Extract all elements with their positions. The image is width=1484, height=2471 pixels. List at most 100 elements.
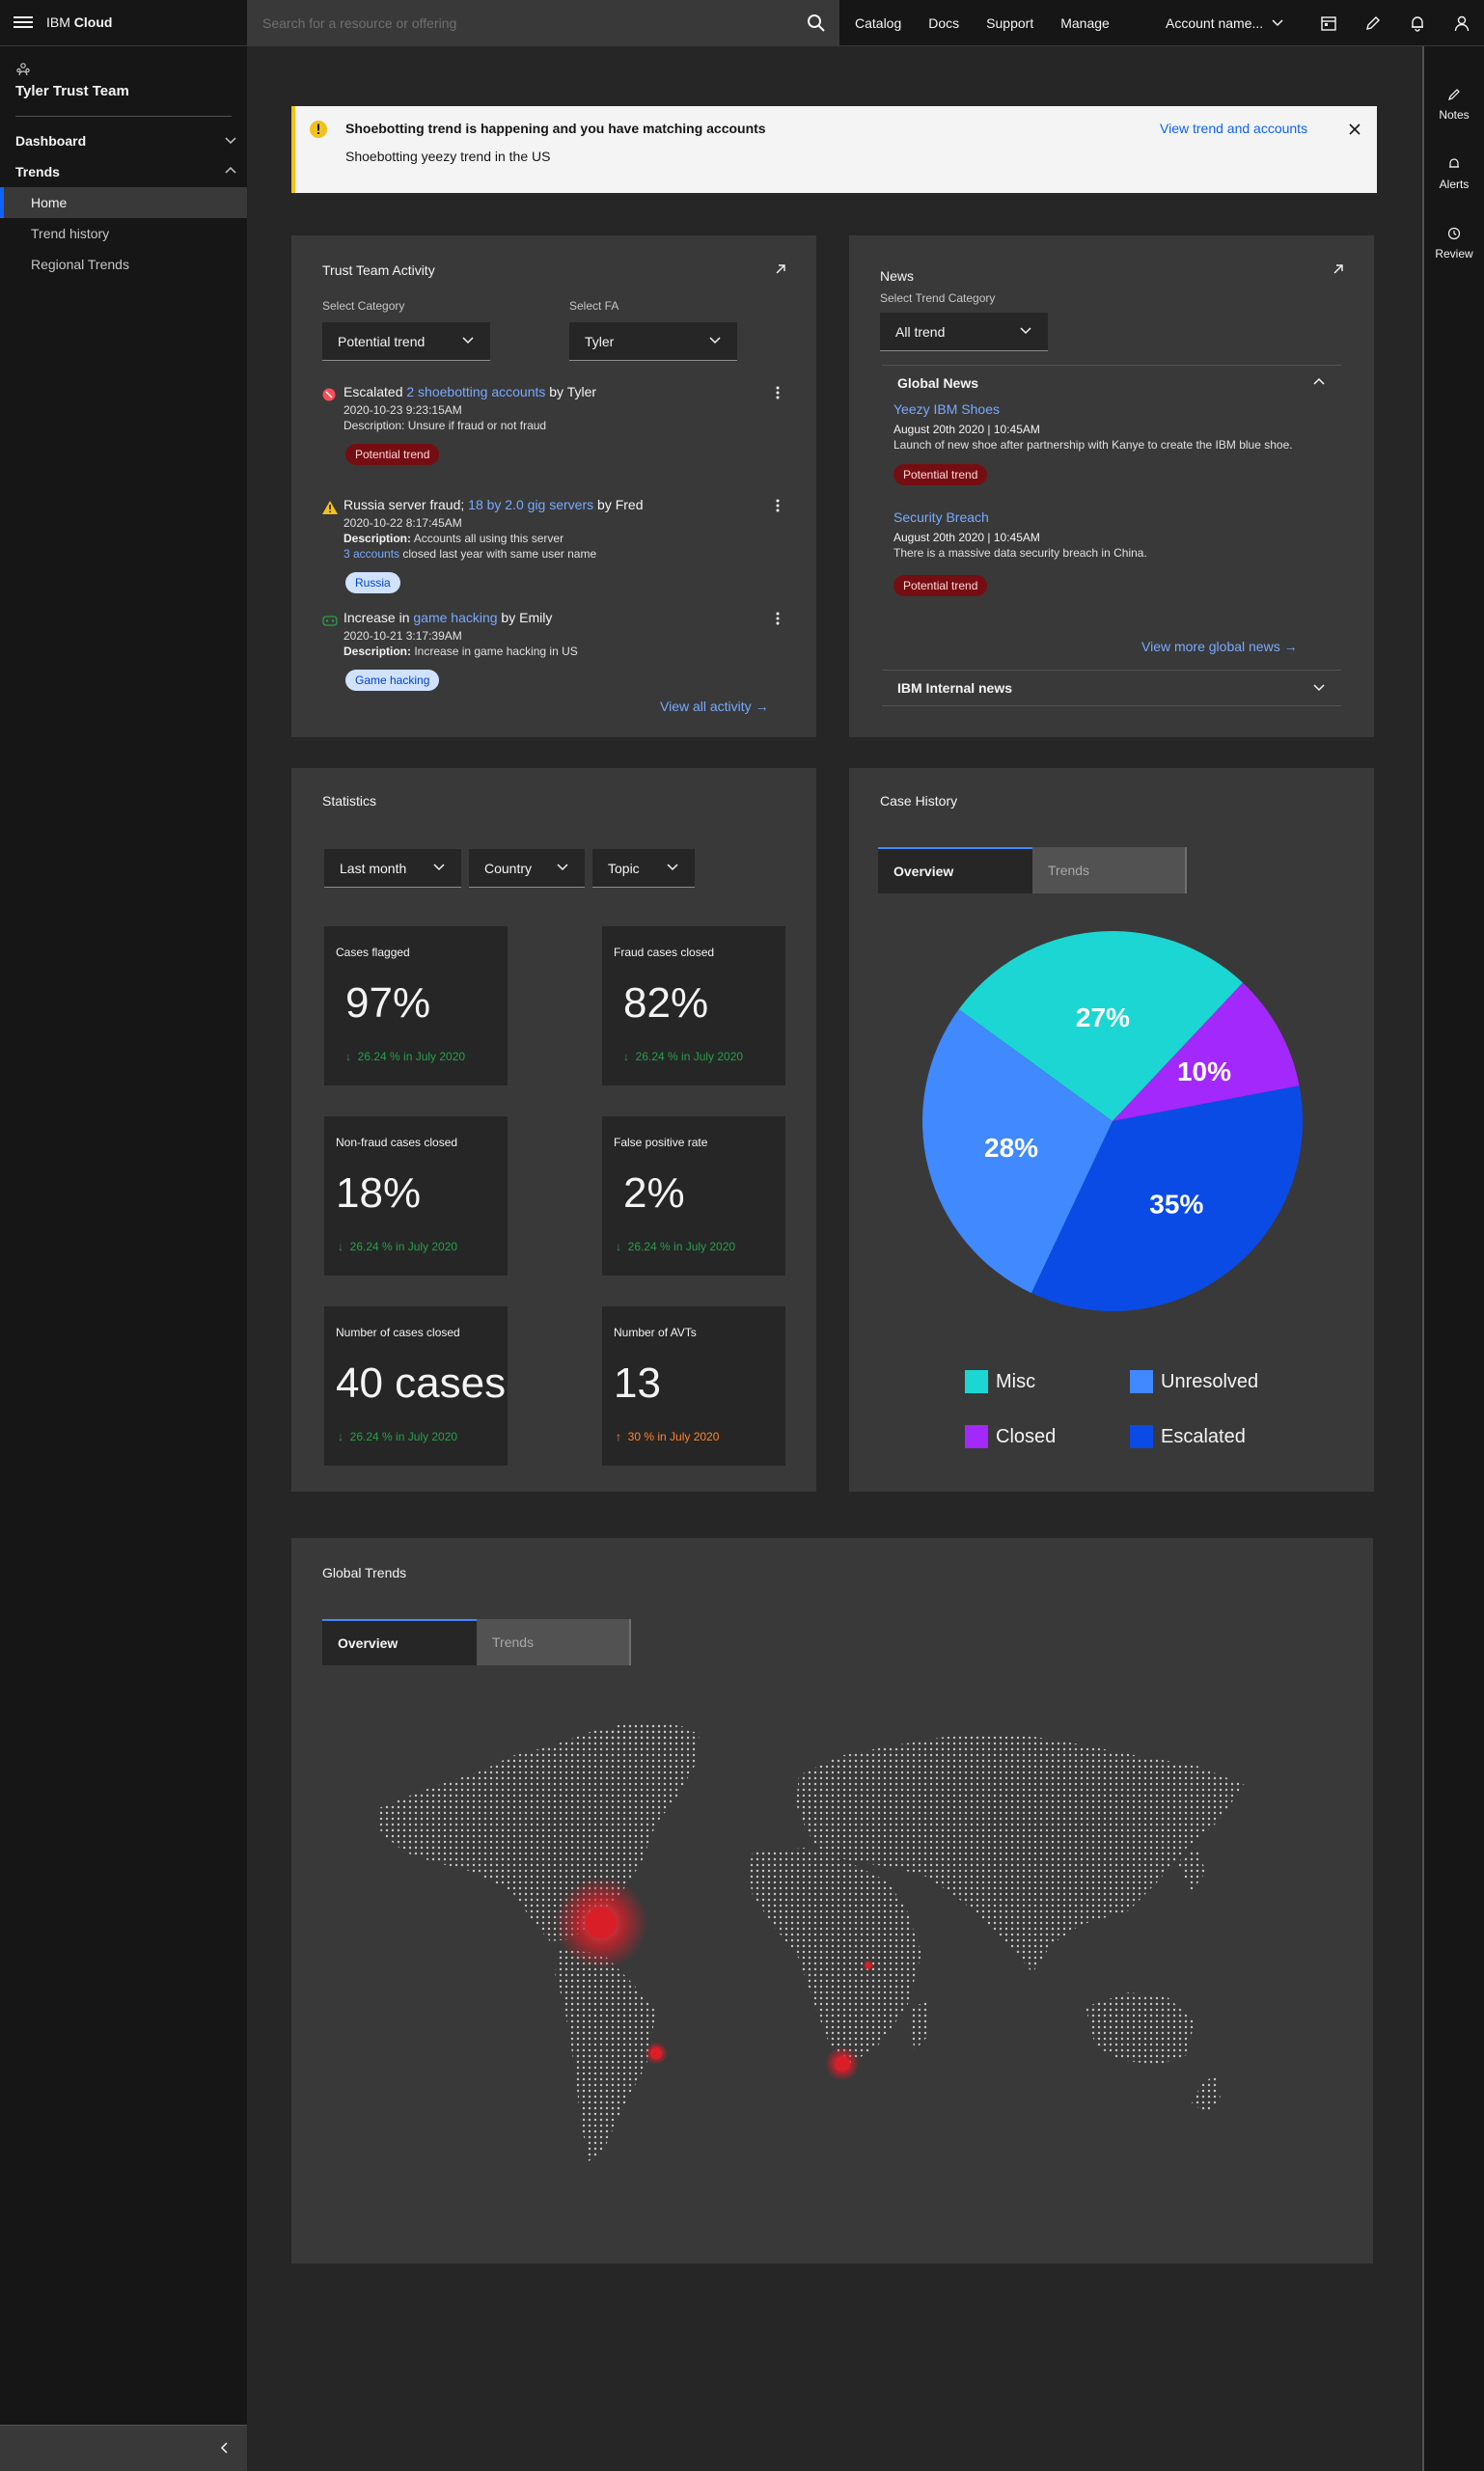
activity-date: 2020-10-21 3:17:39AM bbox=[344, 629, 462, 643]
stat-change-text: 26.24 % in July 2020 bbox=[357, 1050, 466, 1063]
stat-change-text: 26.24 % in July 2020 bbox=[627, 1240, 736, 1253]
search-icon[interactable] bbox=[805, 12, 828, 35]
stat-change-text: 30 % in July 2020 bbox=[627, 1430, 720, 1443]
catalog-link[interactable]: Catalog bbox=[855, 15, 902, 31]
activity-link[interactable]: 2 shoebotting accounts bbox=[406, 384, 546, 399]
warning-notification: Shoebotting trend is happening and you h… bbox=[291, 106, 1377, 193]
chevron-left-icon bbox=[218, 2441, 232, 2459]
activity-date: 2020-10-23 9:23:15AM bbox=[344, 403, 462, 417]
sidebar-section-trends[interactable]: Trends bbox=[15, 160, 237, 183]
calendar-icon[interactable] bbox=[1306, 0, 1351, 46]
brand-name[interactable]: IBM Cloud bbox=[46, 14, 112, 30]
notification-bell-icon[interactable] bbox=[1395, 0, 1440, 46]
legend-swatch bbox=[1130, 1425, 1153, 1448]
left-sidebar: Tyler Trust Team Dashboard Trends Home T… bbox=[0, 46, 247, 2471]
dashboard-label: Dashboard bbox=[15, 133, 87, 149]
pie-slice-escalated[interactable] bbox=[1031, 1085, 1303, 1311]
pie-slice-unresolved[interactable] bbox=[922, 1009, 1113, 1294]
activity-date: 2020-10-22 8:17:45AM bbox=[344, 516, 462, 530]
launch-icon[interactable] bbox=[1332, 262, 1345, 281]
account-switcher[interactable]: Account name... bbox=[1154, 0, 1296, 46]
tab-overview[interactable]: Overview bbox=[878, 847, 1032, 893]
support-link[interactable]: Support bbox=[986, 15, 1034, 31]
account-name: Account name... bbox=[1166, 15, 1264, 31]
alerts-icon bbox=[1449, 158, 1459, 168]
view-trend-button[interactable]: View trend and accounts bbox=[1160, 121, 1308, 136]
activity-link[interactable]: game hacking bbox=[413, 610, 498, 625]
activity-post-text: by Emily bbox=[497, 610, 553, 625]
description-label: Description: bbox=[344, 645, 412, 658]
fa-dropdown[interactable]: Tyler bbox=[569, 322, 737, 361]
overflow-menu-icon[interactable] bbox=[776, 612, 780, 630]
hotspot-marker-core[interactable] bbox=[835, 2056, 850, 2072]
launch-icon[interactable] bbox=[774, 262, 787, 281]
pie-slice-misc[interactable] bbox=[958, 931, 1243, 1121]
stat-change-text: 26.24 % in July 2020 bbox=[635, 1050, 744, 1063]
hotspot-marker-core[interactable] bbox=[650, 2047, 662, 2059]
country-filter[interactable]: Country bbox=[469, 849, 585, 888]
stat-tile: False positive rate 2% ↓ 26.24 % in July 2… bbox=[602, 1116, 785, 1276]
period-filter[interactable]: Last month bbox=[324, 849, 461, 888]
sidebar-item-regional-trends[interactable]: Regional Trends bbox=[31, 257, 129, 272]
sidebar-item-trend-history[interactable]: Trend history bbox=[31, 226, 110, 241]
chevron-down-icon bbox=[708, 333, 722, 349]
arrow-down-icon: ↓ bbox=[623, 1050, 629, 1063]
stat-value: 97% bbox=[345, 979, 431, 1027]
topic-filter[interactable]: Topic bbox=[592, 849, 695, 888]
menu-icon[interactable] bbox=[14, 14, 33, 33]
activity-tag[interactable]: Game hacking bbox=[345, 670, 440, 691]
search-input[interactable] bbox=[247, 0, 839, 46]
stat-change: ↓ 26.24 % in July 2020 bbox=[338, 1240, 457, 1253]
news-title: News bbox=[880, 268, 915, 284]
case-history-title: Case History bbox=[880, 793, 958, 809]
view-more-news-link[interactable]: View more global news → bbox=[1141, 639, 1298, 654]
edit-icon[interactable] bbox=[1351, 0, 1395, 46]
activity-headline: Escalated 2 shoebotting accounts by Tyle… bbox=[344, 384, 596, 399]
chevron-down-icon bbox=[1312, 680, 1326, 697]
user-avatar-icon[interactable] bbox=[1440, 0, 1484, 46]
continents bbox=[376, 1721, 1245, 2161]
alerts-button[interactable]: Alerts bbox=[1424, 156, 1484, 191]
review-button[interactable]: Review bbox=[1424, 226, 1484, 261]
activity-link[interactable]: 18 by 2.0 gig servers bbox=[468, 497, 594, 512]
hotspot-marker-core[interactable] bbox=[866, 1963, 871, 1968]
activity-tag[interactable]: Russia bbox=[345, 572, 400, 593]
notes-button[interactable]: Notes bbox=[1424, 87, 1484, 122]
stat-change: ↑ 30 % in July 2020 bbox=[616, 1430, 719, 1443]
close-icon[interactable] bbox=[1347, 122, 1362, 142]
warning-icon bbox=[309, 120, 328, 144]
category-value: Potential trend bbox=[338, 333, 426, 349]
tab-trends[interactable]: Trends bbox=[477, 1619, 631, 1665]
right-rail: Notes Alerts Review bbox=[1422, 46, 1484, 2471]
hotspot-marker-core[interactable] bbox=[586, 1908, 617, 1938]
trend-category-dropdown[interactable]: All trend bbox=[880, 313, 1048, 351]
overflow-menu-icon[interactable] bbox=[776, 386, 780, 404]
sidebar-item-home[interactable]: Home bbox=[0, 187, 247, 218]
chart-icon bbox=[322, 614, 338, 632]
tab-overview[interactable]: Overview bbox=[322, 1619, 477, 1665]
news-item-title[interactable]: Yeezy IBM Shoes bbox=[893, 401, 1000, 417]
news-item-title[interactable]: Security Breach bbox=[893, 509, 989, 525]
activity-tag[interactable]: Potential trend bbox=[345, 444, 440, 465]
overflow-menu-icon[interactable] bbox=[776, 499, 780, 517]
tab-trends[interactable]: Trends bbox=[1032, 847, 1187, 893]
activity-card bbox=[291, 235, 816, 737]
accounts-link[interactable]: 3 accounts bbox=[344, 547, 400, 561]
notification-title: Shoebotting trend is happening and you h… bbox=[345, 121, 766, 136]
global-news-accordion[interactable]: Global News bbox=[882, 365, 1341, 400]
manage-link[interactable]: Manage bbox=[1060, 15, 1110, 31]
news-item-date: August 20th 2020 | 10:45AM bbox=[893, 423, 1040, 436]
extra-text: closed last year with same user name bbox=[399, 547, 597, 561]
docs-link[interactable]: Docs bbox=[928, 15, 960, 31]
view-all-activity-link[interactable]: View all activity → bbox=[660, 699, 769, 714]
news-tag[interactable]: Potential trend bbox=[893, 575, 988, 596]
news-tag[interactable]: Potential trend bbox=[893, 464, 988, 485]
sidebar-section-dashboard[interactable]: Dashboard bbox=[15, 129, 237, 152]
stat-value: 82% bbox=[623, 979, 709, 1027]
category-dropdown[interactable]: Potential trend bbox=[322, 322, 490, 361]
pie-slice-closed[interactable] bbox=[1113, 982, 1300, 1121]
sidebar-collapse-button[interactable] bbox=[0, 2425, 247, 2471]
internal-news-accordion[interactable]: IBM Internal news bbox=[882, 670, 1341, 706]
notes-icon bbox=[1448, 89, 1460, 100]
activity-description: Description: Increase in game hacking in… bbox=[344, 645, 578, 658]
